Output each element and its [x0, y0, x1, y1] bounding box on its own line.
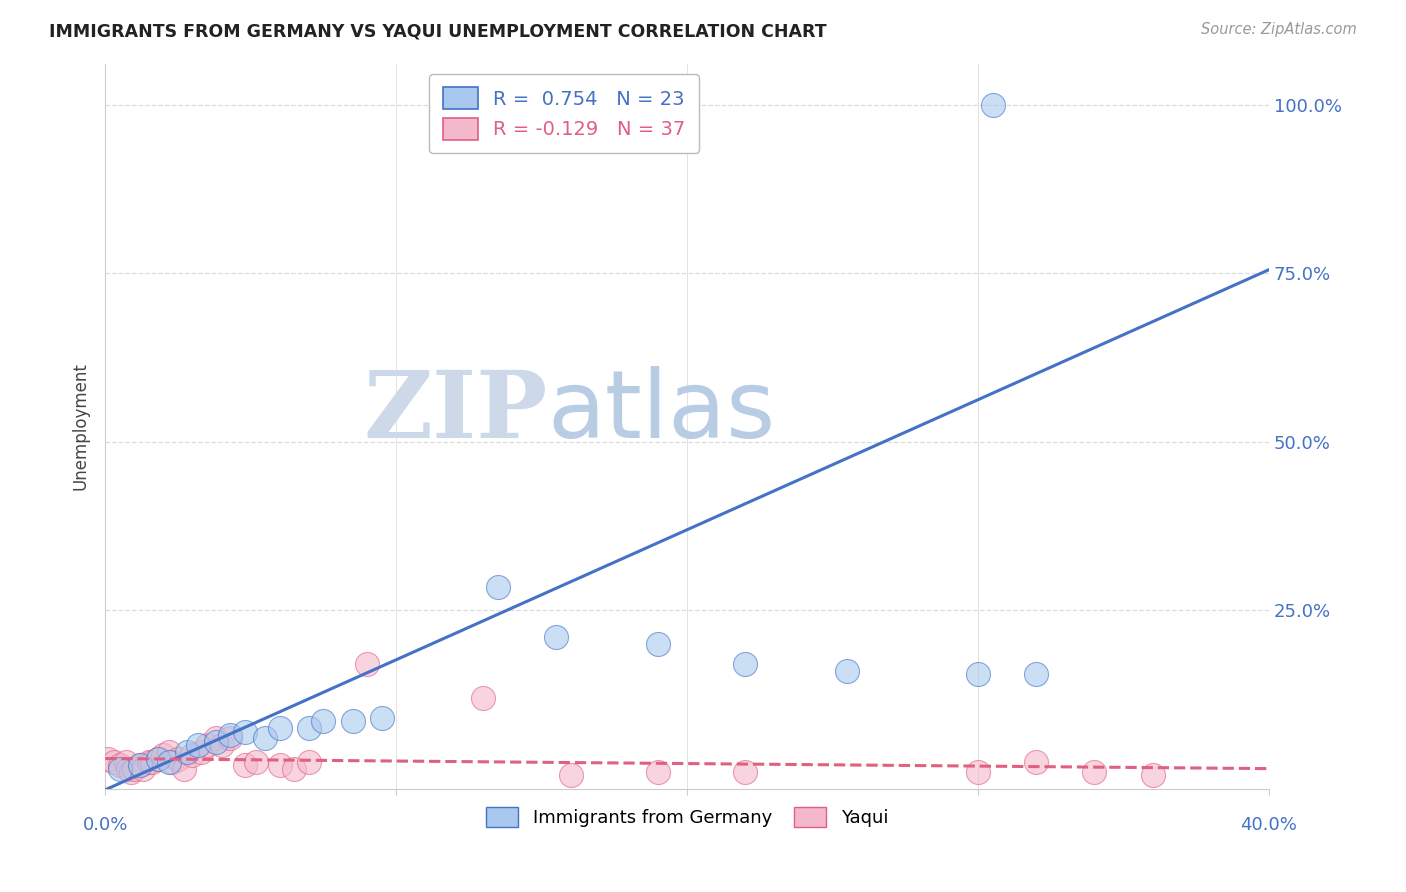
Point [647, 637, 669, 651]
Point [356, 657, 378, 672]
Point [370, 711, 392, 725]
Point [108, 758, 131, 772]
Point [132, 762, 155, 776]
Point [152, 748, 174, 763]
Point [173, 762, 195, 776]
Point [298, 721, 321, 735]
Point [204, 731, 226, 746]
Text: 0.0%: 0.0% [83, 816, 128, 834]
Point [835, 664, 858, 678]
Point [486, 580, 509, 594]
Point [472, 690, 495, 705]
Point [269, 721, 291, 735]
Point [141, 755, 163, 769]
Point [187, 738, 209, 752]
Point [219, 731, 242, 746]
Point [1025, 755, 1047, 769]
Point [546, 630, 568, 644]
Point [647, 764, 669, 779]
Point [269, 758, 291, 772]
Point [1025, 667, 1047, 681]
Text: Source: ZipAtlas.com: Source: ZipAtlas.com [1201, 22, 1357, 37]
Point [146, 751, 169, 765]
Text: ZIP: ZIP [363, 367, 547, 457]
Point [312, 714, 335, 729]
Point [124, 762, 146, 776]
Point [254, 731, 277, 746]
Point [160, 755, 183, 769]
Point [211, 738, 233, 752]
Point [342, 714, 364, 729]
Point [233, 758, 256, 772]
Point [734, 764, 756, 779]
Point [114, 755, 136, 769]
Point [1083, 764, 1105, 779]
Point [117, 762, 139, 776]
Point [181, 748, 204, 763]
Point [157, 755, 180, 769]
Point [734, 657, 756, 672]
Text: atlas: atlas [547, 366, 776, 458]
Point [1142, 768, 1164, 782]
Point [129, 758, 152, 772]
Y-axis label: Unemployment: Unemployment [72, 362, 89, 491]
Point [120, 764, 142, 779]
Point [245, 755, 267, 769]
Point [283, 762, 305, 776]
Point [146, 751, 169, 765]
Point [176, 745, 198, 759]
Point [167, 751, 190, 765]
Text: IMMIGRANTS FROM GERMANY VS YAQUI UNEMPLOYMENT CORRELATION CHART: IMMIGRANTS FROM GERMANY VS YAQUI UNEMPLO… [49, 22, 827, 40]
Point [233, 724, 256, 739]
Text: 40.0%: 40.0% [1240, 816, 1298, 834]
Point [190, 745, 212, 759]
Point [103, 755, 125, 769]
Point [157, 745, 180, 759]
Point [219, 728, 242, 742]
Point [967, 667, 990, 681]
Point [298, 755, 321, 769]
Point [981, 97, 1004, 112]
Point [967, 764, 990, 779]
Point [138, 755, 160, 769]
Legend: Immigrants from Germany, Yaqui: Immigrants from Germany, Yaqui [478, 800, 896, 834]
Point [195, 738, 218, 752]
Point [560, 768, 582, 782]
Point [108, 762, 131, 776]
Point [129, 758, 152, 772]
Point [97, 751, 120, 765]
Point [204, 734, 226, 748]
